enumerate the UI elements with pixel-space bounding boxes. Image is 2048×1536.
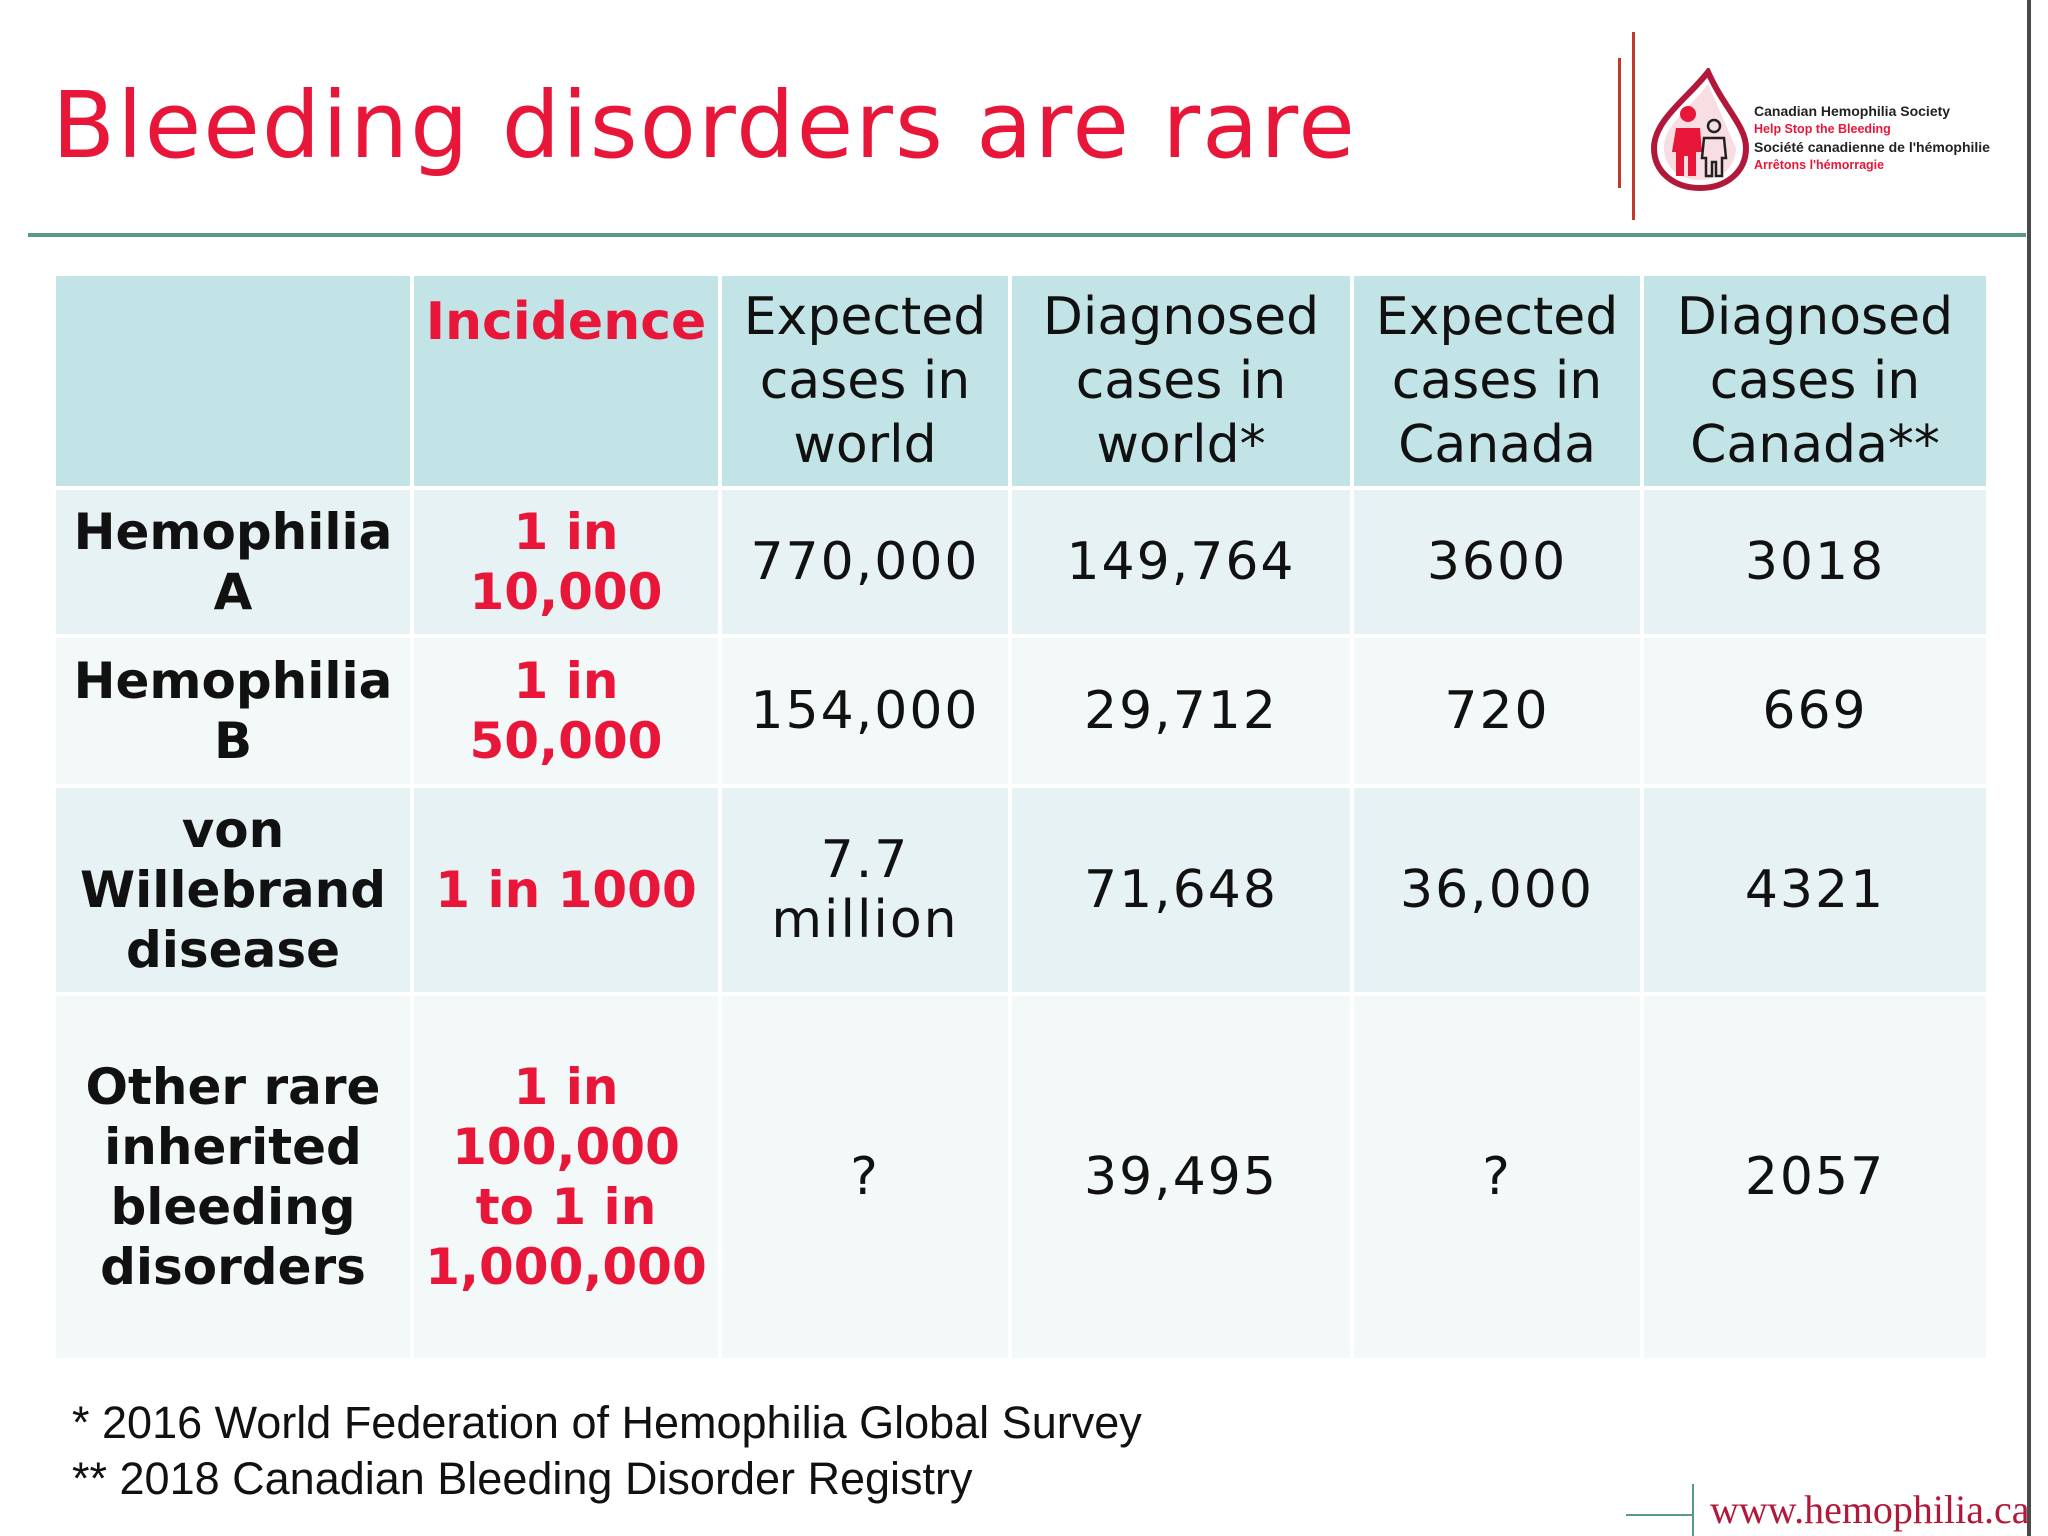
row-label-line: Other rare: [85, 1058, 381, 1116]
footnote-world-survey: * 2016 World Federation of Hemophilia Gl…: [72, 1397, 1142, 1448]
header-line: Diagnosed: [1676, 287, 1954, 347]
footnotes: * 2016 World Federation of Hemophilia Gl…: [72, 1395, 1142, 1507]
hemophilia-society-logo-icon: [1650, 68, 1750, 192]
incidence-cell: 1 in 1000: [410, 784, 722, 996]
table-row-other-rare: Other rare inherited bleeding disorders …: [52, 992, 1990, 1362]
col-header-diagnosed-canada: Diagnosed cases in Canada**: [1640, 272, 1990, 490]
table-row-hemophilia-b: Hemophilia B 1 in 50,000 154,000 29,712 …: [52, 634, 1990, 788]
row-label-line: Willebrand: [79, 861, 387, 919]
header-line: Canada: [1398, 415, 1596, 475]
url-divider: [1626, 1514, 1692, 1516]
diagnosed-canada-cell: 3018: [1640, 486, 1990, 638]
incidence-table: Incidence Expected cases in world Diagno…: [52, 272, 1990, 1362]
col-header-expected-canada: Expected cases in Canada: [1350, 272, 1644, 490]
incidence-line: 1 in: [513, 652, 619, 710]
logo-name-en: Canadian Hemophilia Society: [1754, 103, 1951, 119]
logo-tagline-fr: Arrêtons l'hémorragie: [1754, 158, 1885, 172]
incidence-cell: 1 in 50,000: [410, 634, 722, 788]
expected-world-cell: 154,000: [718, 634, 1012, 788]
header-line: cases in: [1709, 351, 1921, 411]
header-line: cases in: [759, 351, 971, 411]
incidence-line: to 1 in: [475, 1178, 657, 1236]
col-header-incidence: Incidence: [410, 272, 722, 490]
header-line: Canada**: [1690, 415, 1940, 475]
diagnosed-world-cell: 149,764: [1008, 486, 1354, 638]
incidence-line: 100,000: [452, 1118, 680, 1176]
row-label-line: Hemophilia: [73, 503, 393, 561]
slide-title: Bleeding disorders are rare: [52, 72, 1357, 179]
diagnosed-canada-cell: 669: [1640, 634, 1990, 788]
diagnosed-world-cell: 29,712: [1008, 634, 1354, 788]
url-divider: [1692, 1484, 1694, 1536]
value-line: 7.7: [820, 830, 910, 890]
expected-canada-cell: ?: [1350, 992, 1644, 1362]
header-line: Expected: [1375, 287, 1619, 347]
row-label-line: A: [213, 563, 253, 621]
row-label-line: von: [181, 801, 285, 859]
incidence-line: 10,000: [469, 563, 663, 621]
expected-canada-cell: 36,000: [1350, 784, 1644, 996]
expected-world-cell: 7.7 million: [718, 784, 1012, 996]
row-label-line: B: [213, 712, 253, 770]
table-row-von-willebrand: von Willebrand disease 1 in 1000 7.7 mil…: [52, 784, 1990, 996]
table-row-hemophilia-a: Hemophilia A 1 in 10,000 770,000 149,764…: [52, 486, 1990, 638]
incidence-cell: 1 in 10,000: [410, 486, 722, 638]
row-label: Hemophilia A: [52, 486, 414, 638]
website-link[interactable]: www.hemophilia.ca: [1710, 1487, 2030, 1532]
header-line: Diagnosed: [1042, 287, 1320, 347]
value-line: million: [771, 890, 959, 950]
logo-divider: [1618, 58, 1621, 188]
incidence-line: 50,000: [469, 712, 663, 770]
logo-tagline-en: Help Stop the Bleeding: [1754, 122, 1891, 136]
header-line: Expected: [743, 287, 987, 347]
header-line: cases in: [1391, 351, 1603, 411]
incidence-line: 1 in: [513, 503, 619, 561]
header-line: cases in: [1075, 351, 1287, 411]
diagnosed-world-cell: 39,495: [1008, 992, 1354, 1362]
diagnosed-canada-cell: 4321: [1640, 784, 1990, 996]
diagnosed-canada-cell: 2057: [1640, 992, 1990, 1362]
expected-world-cell: 770,000: [718, 486, 1012, 638]
row-label: von Willebrand disease: [52, 784, 414, 996]
logo-name-fr: Société canadienne de l'hémophilie: [1754, 139, 1990, 155]
row-label-line: bleeding: [110, 1178, 356, 1236]
row-label-line: inherited: [104, 1118, 362, 1176]
col-header-expected-world: Expected cases in world: [718, 272, 1012, 490]
row-label-line: disorders: [100, 1238, 366, 1296]
expected-canada-cell: 720: [1350, 634, 1644, 788]
header-line: world: [793, 415, 937, 475]
diagnosed-world-cell: 71,648: [1008, 784, 1354, 996]
row-label: Other rare inherited bleeding disorders: [52, 992, 414, 1362]
slide-edge: [2027, 0, 2031, 1536]
col-header-diagnosed-world: Diagnosed cases in world*: [1008, 272, 1354, 490]
table-header-row: Incidence Expected cases in world Diagno…: [52, 272, 1990, 490]
incidence-cell: 1 in 100,000 to 1 in 1,000,000: [410, 992, 722, 1362]
expected-canada-cell: 3600: [1350, 486, 1644, 638]
row-label-line: Hemophilia: [73, 652, 393, 710]
logo-text: Canadian Hemophilia Society Help Stop th…: [1754, 102, 1990, 174]
logo-divider: [1632, 32, 1635, 220]
incidence-line: 1,000,000: [425, 1238, 707, 1296]
footnote-canadian-registry: ** 2018 Canadian Bleeding Disorder Regis…: [72, 1453, 973, 1504]
row-label-line: disease: [125, 921, 340, 979]
row-label: Hemophilia B: [52, 634, 414, 788]
incidence-line: 1 in: [513, 1058, 619, 1116]
header-line: world*: [1096, 415, 1266, 475]
incidence-line: 1 in 1000: [435, 861, 697, 919]
expected-world-cell: ?: [718, 992, 1012, 1362]
title-divider: [28, 233, 2026, 237]
col-header-condition: [52, 272, 414, 490]
